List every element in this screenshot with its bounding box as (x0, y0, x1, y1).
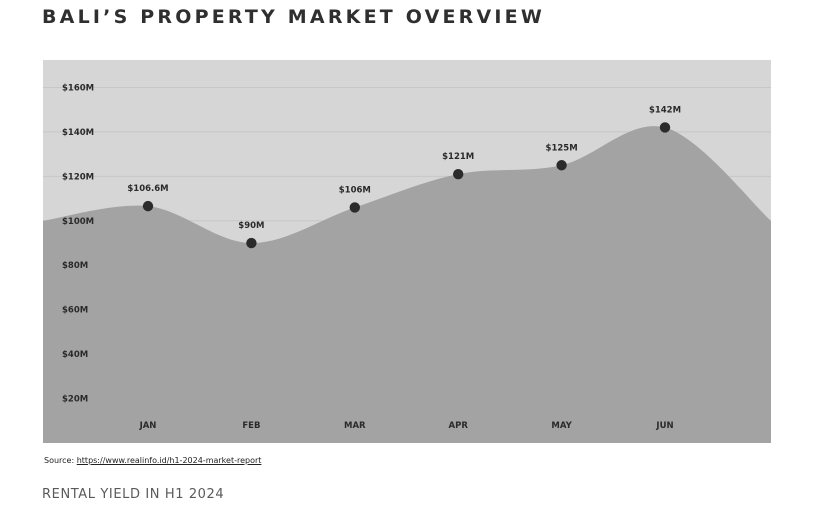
chart-title: BALI’S PROPERTY MARKET OVERVIEW (42, 6, 545, 28)
data-point (556, 160, 567, 171)
data-label: $121M (442, 152, 474, 162)
data-point (246, 237, 257, 249)
data-point (453, 168, 464, 180)
y-tick-label: $120M (62, 172, 94, 182)
y-tick-label: $140M (62, 128, 94, 138)
source-link[interactable]: https://www.realinfo.id/h1-2024-market-r… (76, 456, 262, 465)
y-tick-label: $20M (62, 395, 88, 405)
area-series (43, 126, 771, 444)
x-tick-label: APR (449, 421, 469, 431)
data-label: $125M (546, 143, 578, 153)
data-point (142, 200, 154, 212)
footer-caption: RENTAL YIELD IN H1 2024 (42, 487, 225, 502)
data-point (349, 202, 360, 213)
x-tick-label: MAY (551, 421, 572, 431)
data-label: $106M (339, 185, 371, 195)
x-tick-label: MAR (344, 421, 366, 431)
y-tick-label: $60M (62, 306, 88, 316)
data-label: $90M (238, 221, 264, 231)
x-tick-label: JAN (139, 421, 157, 431)
x-tick-label: JUN (655, 421, 673, 431)
source-note: Source: https://www.realinfo.id/h1-2024-… (44, 456, 261, 465)
data-label: $142M (649, 105, 681, 115)
y-tick-label: $40M (62, 350, 88, 360)
data-label: $106.6M (127, 184, 168, 194)
source-label: Source: (44, 456, 75, 465)
y-tick-label: $100M (62, 217, 94, 227)
x-tick-label: FEB (242, 421, 260, 431)
data-point (659, 122, 671, 133)
y-tick-label: $160M (62, 83, 94, 93)
y-tick-label: $80M (62, 261, 88, 271)
